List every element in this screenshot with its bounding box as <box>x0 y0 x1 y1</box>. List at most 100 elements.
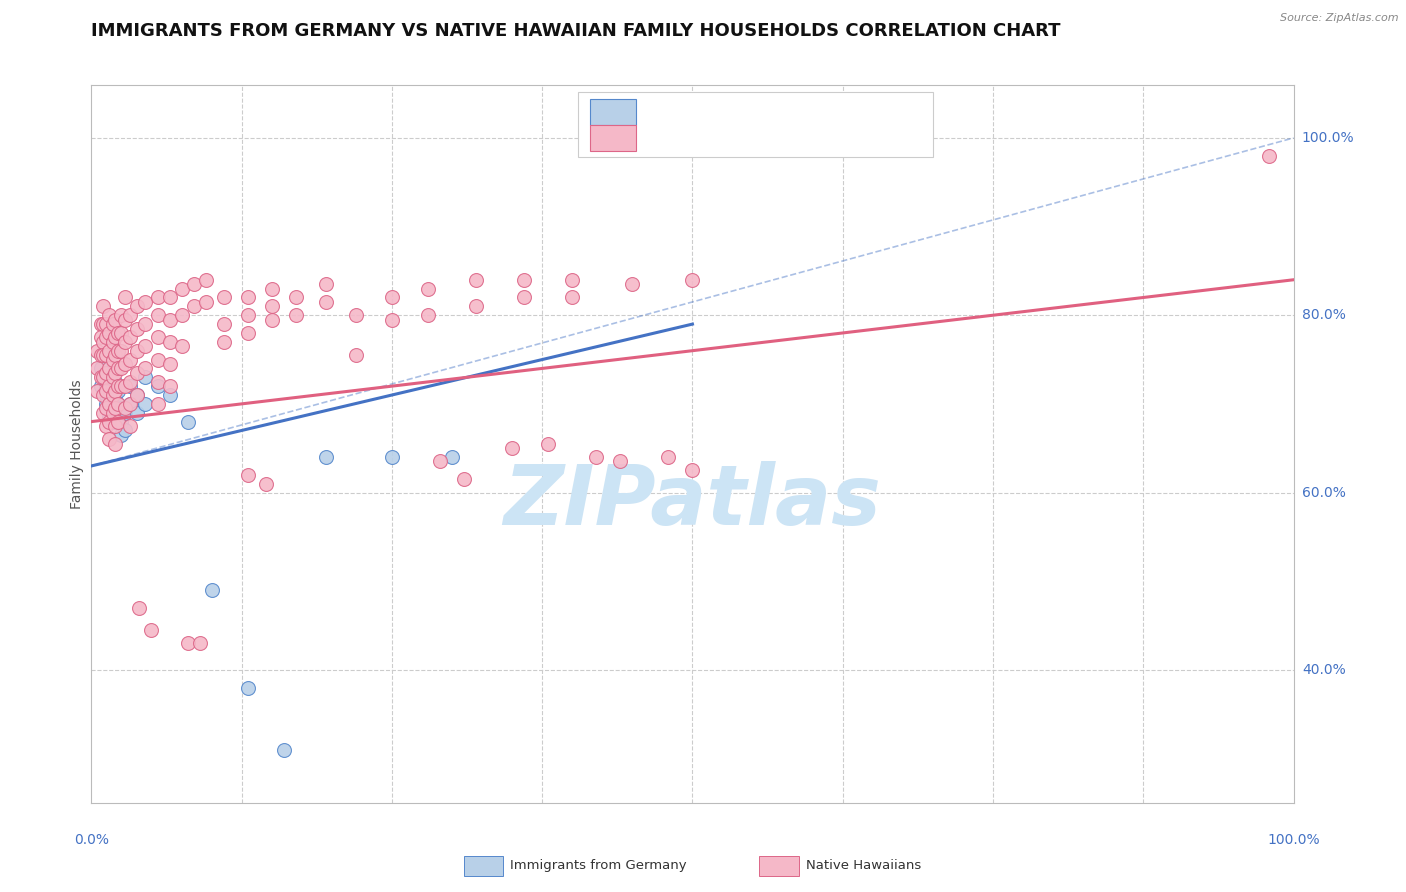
Point <box>114 357 136 371</box>
Point <box>104 375 127 389</box>
Text: 100.0%: 100.0% <box>1302 131 1354 145</box>
Text: ZIPatlas: ZIPatlas <box>503 460 882 541</box>
Point <box>315 277 337 292</box>
Point <box>681 463 703 477</box>
Point <box>90 348 112 362</box>
Point <box>429 454 451 468</box>
Point <box>194 294 217 309</box>
Point <box>94 384 117 398</box>
Text: IMMIGRANTS FROM GERMANY VS NATIVE HAWAIIAN FAMILY HOUSEHOLDS CORRELATION CHART: IMMIGRANTS FROM GERMANY VS NATIVE HAWAII… <box>91 22 1062 40</box>
Point <box>93 406 115 420</box>
Point <box>104 415 127 429</box>
Point <box>104 330 127 344</box>
Point <box>201 582 224 597</box>
Point <box>98 326 121 340</box>
Point <box>146 308 169 322</box>
Point <box>125 343 148 358</box>
Point <box>86 384 108 398</box>
Point <box>141 623 163 637</box>
Point <box>561 291 583 305</box>
Point <box>465 299 488 313</box>
Point <box>236 467 259 482</box>
Point <box>159 312 181 326</box>
Point <box>110 415 132 429</box>
Text: Native Hawaiians: Native Hawaiians <box>806 859 921 871</box>
Point <box>118 397 141 411</box>
Point <box>114 291 136 305</box>
Point <box>170 308 193 322</box>
Point <box>146 352 169 367</box>
Text: 60.0%: 60.0% <box>1302 485 1346 500</box>
Point <box>104 388 127 402</box>
Text: R = 0.354   N =  41: R = 0.354 N = 41 <box>651 103 841 121</box>
Point <box>118 397 141 411</box>
Point <box>125 406 148 420</box>
Point <box>501 441 523 455</box>
Point <box>344 348 367 362</box>
Point <box>101 379 124 393</box>
Point <box>260 282 283 296</box>
Point <box>90 370 112 384</box>
Point <box>94 379 117 393</box>
Point <box>98 397 121 411</box>
Point <box>93 370 115 384</box>
Point <box>98 433 121 447</box>
Point <box>98 308 121 322</box>
Text: 0.0%: 0.0% <box>75 833 108 847</box>
Point <box>125 321 148 335</box>
Point <box>98 415 121 429</box>
Point <box>159 291 181 305</box>
Point <box>134 339 156 353</box>
Text: Immigrants from Germany: Immigrants from Germany <box>510 859 688 871</box>
Point <box>104 348 127 362</box>
Point <box>98 410 121 425</box>
Point <box>183 299 205 313</box>
Point <box>416 308 439 322</box>
Point <box>284 308 307 322</box>
Point <box>114 401 136 416</box>
Point <box>254 476 277 491</box>
Point <box>118 375 141 389</box>
Point <box>101 370 124 384</box>
Point <box>146 397 169 411</box>
Point <box>146 291 169 305</box>
Point <box>128 600 150 615</box>
Point <box>125 388 148 402</box>
Point <box>134 397 156 411</box>
Point <box>681 273 703 287</box>
Point <box>110 326 132 340</box>
Point <box>260 299 283 313</box>
Point <box>440 450 463 464</box>
Point <box>94 317 117 331</box>
Point <box>118 419 141 434</box>
Point <box>381 450 404 464</box>
Point <box>107 397 129 411</box>
Point <box>104 401 127 416</box>
Point <box>114 406 136 420</box>
Point <box>537 437 560 451</box>
Point <box>118 330 141 344</box>
Point <box>114 379 136 393</box>
Point <box>94 330 117 344</box>
Text: 80.0%: 80.0% <box>1302 309 1346 322</box>
Point <box>101 388 124 402</box>
Point <box>94 397 117 411</box>
Point <box>125 366 148 380</box>
Point <box>93 317 115 331</box>
Point <box>104 437 127 451</box>
Point <box>114 312 136 326</box>
Point <box>107 384 129 398</box>
Point <box>114 424 136 438</box>
Point <box>146 379 169 393</box>
Point <box>125 299 148 313</box>
Point <box>90 361 112 376</box>
Point <box>183 277 205 292</box>
Point <box>621 277 644 292</box>
Point <box>344 308 367 322</box>
Point <box>94 401 117 416</box>
Point <box>118 308 141 322</box>
Point <box>212 291 235 305</box>
Point <box>585 450 607 464</box>
Point <box>134 370 156 384</box>
Point <box>453 472 475 486</box>
